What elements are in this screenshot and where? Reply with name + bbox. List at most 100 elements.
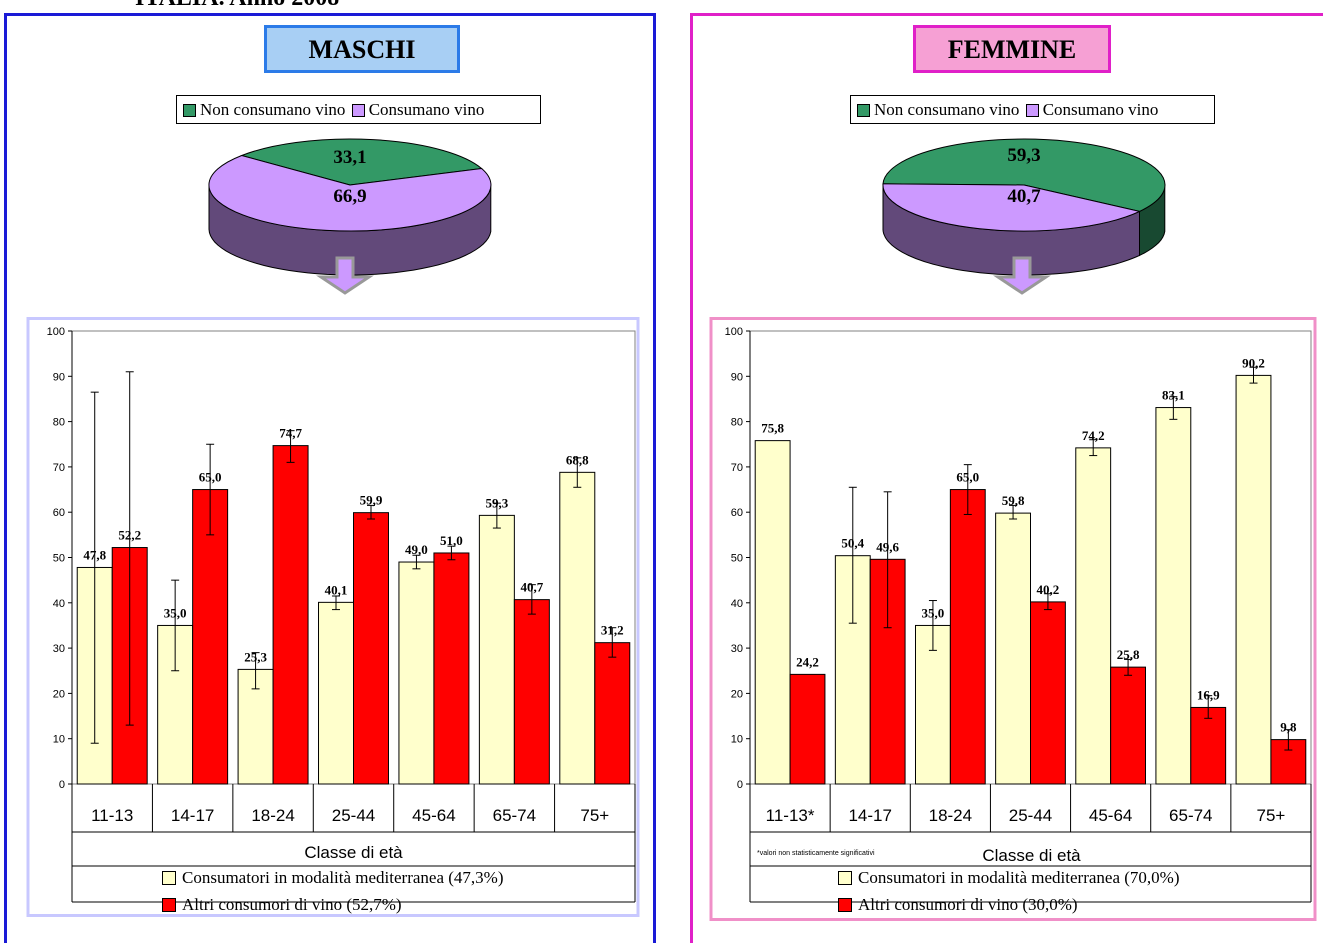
females-pie-slice-1 [882,183,1142,232]
males-pie [208,138,492,276]
legend-swatch-mediterranea [162,870,176,885]
females-y-tick-label: 60 [731,507,743,519]
males-data-label: 59,9 [360,493,383,508]
males-category-label: 11-13 [91,806,133,825]
males-y-tick-label: 80 [53,417,65,429]
males-y-tick-label: 10 [53,734,65,746]
males-category-label: 75+ [580,806,609,825]
females-bar-mediterranea [1235,374,1272,785]
females-y-tick-label: 100 [725,326,743,338]
males-y-tick-label: 40 [53,598,65,610]
legend-swatch-altri [162,897,176,912]
females-y-tick-label: 50 [731,553,743,565]
females-data-label: 75,8 [761,421,784,436]
males-bar-mediterranea [318,601,355,785]
males-data-label: 47,8 [83,547,106,562]
females-data-label: 16,9 [1197,687,1220,702]
males-data-label: 74,7 [279,426,302,441]
males-data-label: 52,2 [118,528,141,543]
males-data-label: 25,3 [244,649,267,664]
females-bar-altri [1190,706,1227,785]
females-y-tick-label: 30 [731,643,743,655]
males-data-label: 31,2 [601,623,624,638]
legend-swatch-consumano [351,103,365,117]
males-category-label: 25-44 [332,806,375,825]
females-y-tick-label: 40 [731,598,743,610]
males-y-tick-label: 50 [53,553,65,565]
females-data-label: 24,2 [796,654,819,669]
females-y-tick-label: 90 [731,371,743,383]
males-y-tick-label: 20 [53,688,65,700]
males-y-tick-label: 90 [53,371,65,383]
females-data-label: 90,2 [1242,355,1265,370]
legend-label-non-consumano: Non consumano vino [200,100,346,119]
males-y-tick-label: 30 [53,643,65,655]
males-title: MASCHI [264,25,460,73]
females-data-label: 65,0 [956,470,979,485]
males-pie-label-1: 66,9 [333,186,366,207]
males-category-label: 45-64 [412,806,455,825]
males-legend-altri: Altri consumori di vino (52,7%) [162,895,402,915]
males-bar-mediterranea [559,471,596,785]
legend-label-altri: Altri consumori di vino (30,0%) [858,895,1078,914]
males-category-label: 65-74 [493,806,536,825]
males-y-tick-label: 0 [59,779,65,791]
legend-label-altri: Altri consumori di vino (52,7%) [182,895,402,914]
males-data-label: 59,3 [485,495,508,510]
females-data-label: 83,1 [1162,388,1185,403]
males-bar-mediterranea [398,561,435,785]
page-title: ITALIA. Anno 2008 [135,0,339,12]
males-bar-chart [68,330,636,903]
legend-label-mediterranea: Consumatori in modalità mediterranea (70… [858,868,1180,887]
legend-swatch-altri [838,897,852,912]
females-category-label: 65-74 [1169,806,1212,825]
males-data-label: 35,0 [164,605,187,620]
males-data-label: 51,0 [440,533,463,548]
males-legend-mediterranea: Consumatori in modalità mediterranea (47… [162,868,504,888]
females-bar-altri [949,489,986,785]
females-data-label: 35,0 [922,605,945,620]
females-bar-altri [1110,666,1147,785]
females-category-label: 25-44 [1009,806,1052,825]
legend-label-mediterranea: Consumatori in modalità mediterranea (47… [182,868,504,887]
females-panel [690,13,1323,943]
males-panel [4,13,656,943]
females-bar-mediterranea [754,440,791,785]
males-bar-altri [513,599,550,785]
females-legend-mediterranea: Consumatori in modalità mediterranea (70… [838,868,1180,888]
legend-label-consumano: Consumano vino [368,100,485,119]
females-pie [882,138,1166,276]
legend-swatch-non-consumano [857,103,870,117]
males-pie-slice-1 [208,154,492,232]
males-bar-mediterranea [478,514,515,785]
males-bar-altri [272,445,309,785]
males-x-axis-title: Classe di età [304,843,403,862]
males-data-label: 65,0 [199,470,222,485]
males-y-tick-label: 70 [53,462,65,474]
males-down-arrow [316,256,374,295]
females-data-label: 59,8 [1002,493,1025,508]
females-category-label: 14-17 [848,806,891,825]
females-data-label: 50,4 [841,536,864,551]
males-data-label: 68,8 [566,452,589,467]
females-down-arrow [993,256,1051,295]
females-pie-slice-0 [882,138,1166,212]
females-data-label: 9,8 [1280,720,1297,735]
males-y-tick-label: 100 [47,326,65,338]
females-footnote: *valori non statisticamente significativ… [757,850,875,857]
males-bar-altri [353,512,389,785]
males-pie-label-0: 33,1 [333,147,366,168]
legend-label-non-consumano: Non consumano vino [874,100,1020,119]
females-bar-chart [746,330,1312,903]
females-y-tick-label: 0 [737,779,743,791]
legend-swatch-mediterranea [838,870,852,885]
males-bar-altri [192,489,229,785]
females-data-label: 49,6 [876,539,899,554]
legend-label-consumano: Consumano vino [1042,100,1159,119]
females-category-label: 11-13* [766,806,815,825]
females-bar-mediterranea [1155,407,1192,785]
females-legend-altri: Altri consumori di vino (30,0%) [838,895,1078,915]
females-data-label: 40,2 [1037,582,1060,597]
males-data-label: 40,7 [520,580,543,595]
